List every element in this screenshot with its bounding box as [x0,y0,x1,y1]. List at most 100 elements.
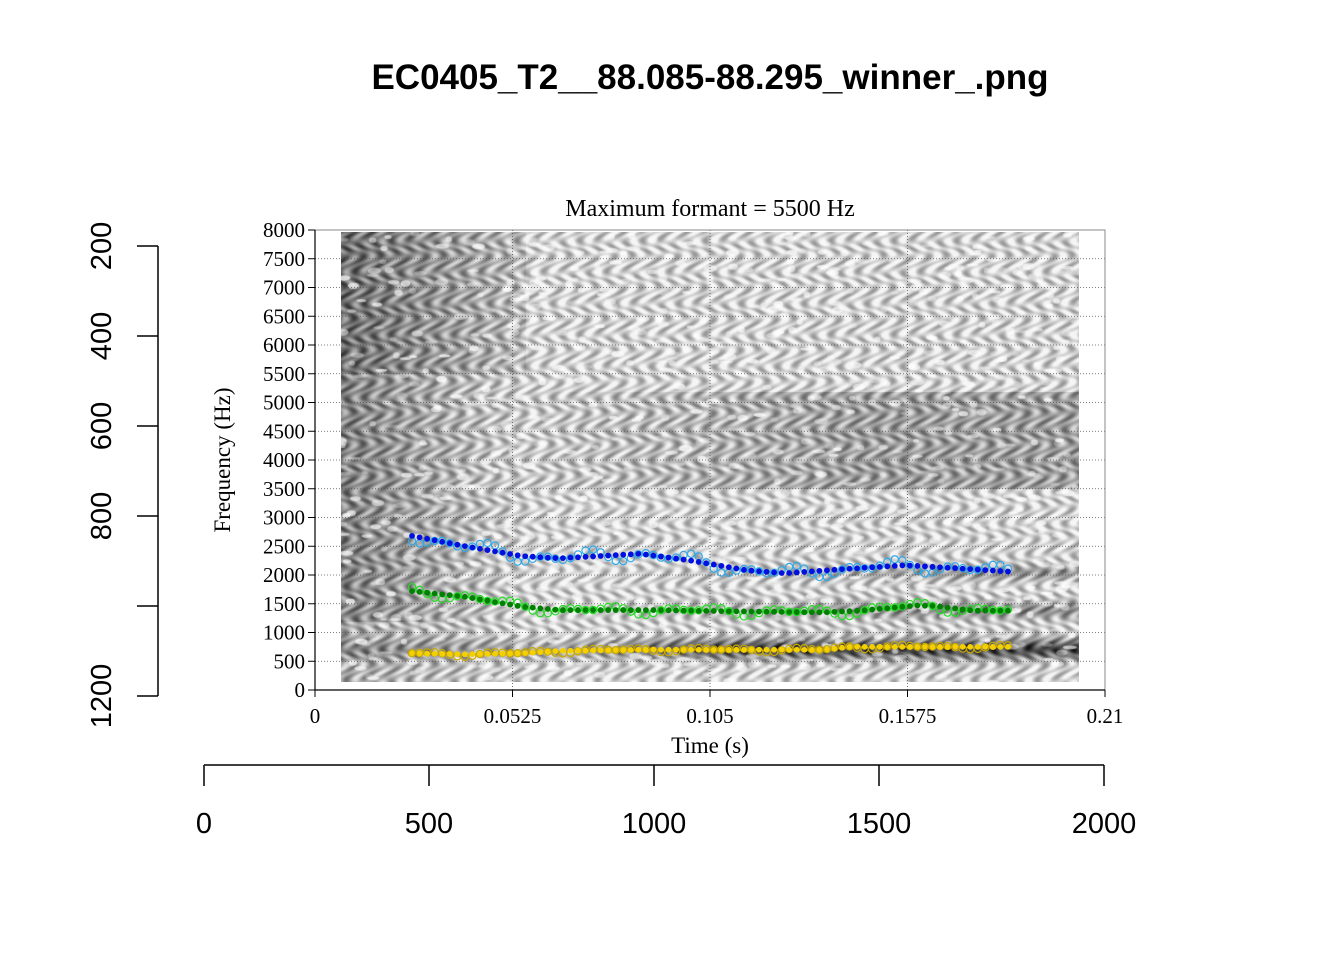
f3-point [733,565,740,572]
f2-point [499,600,506,607]
f2-point [431,590,438,597]
f3-point [748,567,755,574]
f2-point [469,595,476,601]
f1-point [424,650,431,657]
bottom-axis-label: 1000 [622,808,687,840]
f3-point [778,570,785,576]
f2-point [673,607,679,614]
f2-point [816,609,823,616]
f3-point [854,565,860,572]
f1-point [635,646,642,653]
f2-point [869,606,876,613]
raw-f3-point [920,569,930,578]
f3-point [1005,568,1011,575]
f1-point [914,643,921,650]
f2-point [514,602,521,609]
f3-point [612,552,619,559]
f1-point [461,651,468,658]
raw-f1-point [641,644,651,654]
f2-point [771,608,778,615]
f3-point [590,553,596,560]
y-tick-label: 2000 [263,563,305,587]
f3-point [529,553,536,560]
f2-point [929,603,936,609]
f2-point [597,607,604,613]
f3-point [846,565,853,572]
f2-point [416,589,423,595]
raw-f2-point [860,605,869,615]
f2-point [680,607,687,614]
f2-point [884,605,891,612]
f1-point [816,646,823,653]
f2-point [620,607,627,613]
f3-point [771,569,778,576]
raw-f1-point [438,648,447,658]
f3-point [424,535,431,542]
f3-point [967,566,974,573]
f2-point [552,606,559,613]
f3-point [982,567,989,573]
raw-f2-point [521,602,530,611]
f2-point [703,607,710,614]
f3-point [492,548,498,555]
f1-point [590,647,596,654]
f3-point [869,564,876,571]
x-tick-label: 0.0525 [484,704,542,728]
f2-point [756,608,762,615]
f2-point [454,593,461,599]
f3-point [891,563,898,569]
raw-f3-point [792,561,801,571]
f1-point [507,650,514,657]
f3-point [786,570,793,576]
f2-point [537,605,544,612]
f1-point [891,643,898,650]
f3-point [906,562,913,569]
f2-point [439,591,446,598]
f2-point [997,607,1004,614]
y-tick-label: 0 [295,678,306,702]
raw-f3-point [837,565,847,574]
x-tick-label: 0.105 [686,704,733,728]
f3-point [522,553,529,560]
f3-point [605,552,612,559]
f2-point [446,592,453,599]
f3-point [703,560,710,567]
f1-point [688,646,695,653]
raw-f3-point [483,538,492,548]
f1-point [627,646,634,653]
f2-point [778,608,785,615]
f3-point [688,557,695,564]
f2-point [846,608,853,615]
f3-point [763,568,770,575]
f1-point [884,643,891,650]
f3-point [922,563,928,570]
f2-point [899,603,906,610]
raw-f1-point [981,643,990,652]
f1-point [824,646,830,653]
raw-f3-point [928,568,937,577]
f1-point [906,643,913,650]
f1-point [756,646,762,653]
f1-point [876,643,883,650]
f2-point [409,588,415,594]
y-tick-label: 7000 [263,276,305,300]
f2-point [544,606,551,612]
y-tick-label: 2500 [263,534,305,558]
f1-point [899,643,906,650]
left-axis-label: 200 [86,222,118,270]
f2-point [650,607,657,613]
f1-point [469,651,476,658]
f1-point [446,651,453,657]
f3-point [974,566,981,573]
f1-point [695,646,702,653]
left-axis-label: 600 [86,402,118,450]
f3-point [567,554,574,561]
f3-point [793,569,800,576]
raw-f2-point [928,601,937,611]
f1-point [409,650,415,657]
f1-point [937,643,943,650]
f3-point [808,568,815,575]
raw-f2-point [694,606,703,615]
f3-point [876,563,883,570]
plot-subtitle: Maximum formant = 5500 Hz [565,196,855,222]
